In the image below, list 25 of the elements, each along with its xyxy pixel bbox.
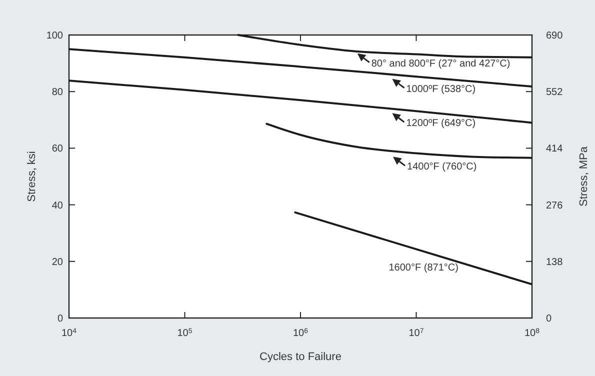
y2-tick-label: 276 (546, 200, 564, 212)
x-tick-label: 10$^{4}$ (61, 328, 77, 339)
y2-tick-label: 138 (546, 256, 564, 268)
x-axis-title: Cycles to Failure (260, 351, 342, 363)
y2-tick-label: 0 (546, 314, 552, 324)
x-tick-label: 10$^{8}$ (524, 328, 540, 339)
annotation: 1400°F (760°C) (407, 162, 477, 173)
y2-tick-label: 690 (546, 30, 564, 42)
y2-axis-title: Stress, MPa (578, 146, 590, 206)
x-tick-label: 10$^{7}$ (408, 328, 424, 339)
y-tick-label: 100 (46, 30, 64, 42)
series-label: 1600°F (871°C) (388, 262, 458, 274)
y-axis-title: Stress, ksi (26, 151, 38, 202)
y-tick-label: 0 (57, 314, 64, 324)
annotation: 80° and 800°F (27° and 427°C) (371, 58, 510, 70)
x-tick-label: 10$^{6}$ (292, 328, 308, 339)
annotation: 1000ºF (538°C) (406, 84, 476, 95)
x-tick-label: 10$^{5}$ (177, 328, 192, 339)
annotation: 1200ºF (649°C) (406, 118, 476, 130)
y2-tick-label: 414 (546, 144, 564, 155)
y-tick-label: 40 (52, 200, 64, 212)
y-tick-label: 80 (52, 87, 64, 98)
y2-tick-label: 552 (546, 87, 564, 98)
y-tick-label: 20 (52, 256, 64, 268)
y-tick-label: 60 (52, 144, 64, 155)
